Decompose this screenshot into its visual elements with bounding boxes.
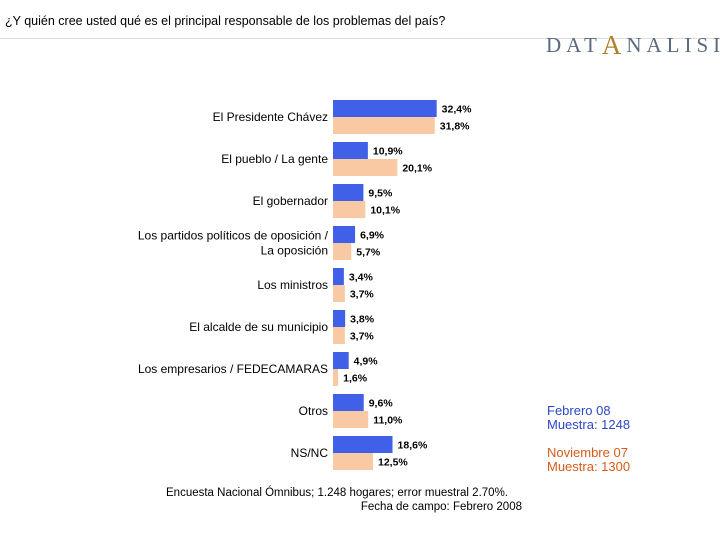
value-label: 18,6% [398,440,428,452]
bar-febrero-08 [333,226,356,243]
datanalisis-logo: DATANALISIS [546,28,720,60]
category-label: NS/NC [291,446,329,460]
value-label: 10,9% [373,146,403,158]
bar-febrero-08 [333,100,437,117]
logo-text-right: NALISIS [626,33,720,57]
value-label: 11,0% [373,415,403,427]
value-label: 31,8% [440,121,470,133]
bar-febrero-08 [333,142,368,159]
survey-question: ¿Y quién cree usted qué es el principal … [5,14,446,28]
category-label: El alcalde de su municipio [189,320,328,334]
value-label: 9,6% [369,398,394,410]
bar-noviembre-07 [333,285,345,302]
category-label: Los partidos políticos de oposición / [138,229,329,243]
category-label: El gobernador [253,194,328,208]
value-label: 32,4% [442,104,472,116]
bar-noviembre-07 [333,159,398,176]
category-label: El Presidente Chávez [213,110,328,124]
bar-noviembre-07 [333,453,373,470]
value-label: 6,9% [360,230,385,242]
value-label: 4,9% [354,356,379,368]
value-label: 20,1% [402,163,432,175]
legend-series-2-name: Noviembre 07 [547,445,628,460]
logo-text-left: DAT [546,33,602,57]
category-label: Otros [299,404,328,418]
category-label: Los empresarios / FEDECAMARAS [138,362,328,376]
value-label: 3,7% [350,289,375,301]
bar-febrero-08 [333,184,364,201]
legend-series-1-sample: Muestra: 1248 [547,417,631,432]
bar-noviembre-07 [333,117,435,134]
value-label: 10,1% [370,205,400,217]
footnote-line-2: Fecha de campo: Febrero 2008 [360,501,522,513]
legend-series-1: Febrero 08 Muestra: 1248 [547,404,630,432]
bar-noviembre-07 [333,243,352,260]
value-label: 3,7% [350,331,375,343]
header-divider [0,38,720,39]
bar-noviembre-07 [333,411,369,428]
footnote: Encuesta Nacional Ómnibus; 1.248 hogares… [166,486,522,514]
bar-noviembre-07 [333,201,366,218]
category-label: La oposición [261,244,328,258]
value-label: 5,7% [356,247,381,259]
legend-series-2: Noviembre 07 Muestra: 1300 [547,446,630,474]
bar-febrero-08 [333,352,349,369]
bar-febrero-08 [333,268,344,285]
footnote-line-1: Encuesta Nacional Ómnibus; 1.248 hogares… [166,487,508,499]
bar-noviembre-07 [333,327,345,344]
legend-series-2-sample: Muestra: 1300 [547,459,631,474]
category-label: El pueblo / La gente [221,152,328,166]
bar-febrero-08 [333,436,393,453]
bar-febrero-08 [333,394,364,411]
value-label: 1,6% [343,373,368,385]
legend-series-1-name: Febrero 08 [547,403,611,418]
value-label: 3,4% [349,272,374,284]
value-label: 9,5% [368,188,393,200]
logo-accent-letter: A [601,30,627,60]
bar-febrero-08 [333,310,346,327]
value-label: 12,5% [378,457,408,469]
value-label: 3,8% [350,314,375,326]
category-label: Los ministros [257,278,328,292]
bar-noviembre-07 [333,369,339,386]
